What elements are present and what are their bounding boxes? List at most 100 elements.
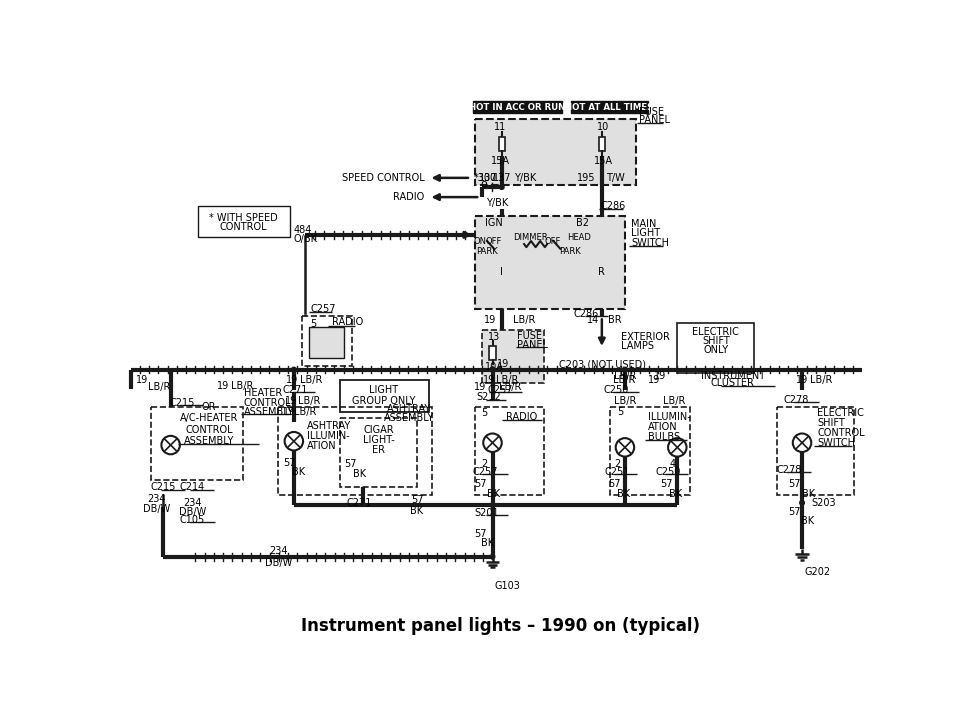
Bar: [150, 407, 243, 480]
Bar: [474, 120, 636, 185]
Text: BK: BK: [292, 467, 305, 477]
Text: C215: C215: [150, 482, 176, 492]
Text: 5: 5: [617, 407, 624, 417]
Text: 19: 19: [136, 375, 148, 384]
Text: GROUP ONLY: GROUP ONLY: [352, 396, 416, 406]
Text: 19: 19: [654, 370, 666, 381]
Text: INSTRUMENT: INSTRUMENT: [701, 370, 765, 381]
Text: 19: 19: [286, 375, 299, 384]
Bar: [610, 407, 690, 495]
Text: C215: C215: [170, 398, 195, 407]
Text: C257: C257: [310, 304, 337, 314]
Text: 57: 57: [608, 478, 621, 489]
Text: RADIO: RADIO: [506, 412, 537, 421]
Text: ASHTRAY: ASHTRAY: [387, 404, 431, 414]
Text: 19: 19: [648, 375, 661, 384]
Text: OFF: OFF: [485, 236, 502, 246]
Text: 57: 57: [344, 460, 356, 469]
Text: BK: BK: [353, 468, 366, 479]
Text: 57: 57: [789, 507, 800, 517]
Text: ASSEMBLY: ASSEMBLY: [244, 407, 294, 417]
Text: BK: BK: [617, 489, 630, 499]
Text: 5: 5: [310, 319, 316, 329]
Text: PANEL: PANEL: [517, 340, 549, 350]
Text: 57: 57: [283, 457, 296, 468]
Text: LB/R: LB/R: [614, 396, 636, 406]
Bar: [474, 216, 625, 309]
Text: PARK: PARK: [476, 247, 498, 256]
Circle shape: [292, 368, 296, 372]
Text: C250: C250: [655, 467, 680, 477]
Text: 10: 10: [597, 122, 609, 132]
Text: DB/W: DB/W: [179, 507, 206, 517]
Text: BR: BR: [608, 315, 622, 325]
Text: 19: 19: [484, 315, 497, 325]
Text: OFF: OFF: [545, 236, 561, 246]
Text: 5: 5: [482, 407, 488, 418]
Text: C250: C250: [603, 384, 629, 394]
Bar: [278, 407, 432, 495]
Text: OR: OR: [202, 402, 217, 412]
Text: 15A: 15A: [593, 156, 613, 166]
Text: I: I: [501, 267, 504, 277]
Text: CONTROL: CONTROL: [220, 222, 267, 232]
Text: SHIFT: SHIFT: [702, 336, 730, 346]
Text: C251: C251: [604, 467, 630, 477]
Text: 234: 234: [269, 547, 288, 556]
Circle shape: [490, 555, 495, 559]
Text: LB/R: LB/R: [614, 370, 636, 381]
Text: LB/R: LB/R: [299, 396, 321, 406]
Text: ASSEMBLY: ASSEMBLY: [385, 413, 434, 423]
Text: C278: C278: [784, 394, 809, 405]
Text: o: o: [480, 179, 487, 189]
Text: LB/R: LB/R: [810, 375, 833, 384]
Text: LAMPS: LAMPS: [621, 341, 654, 352]
Text: 19: 19: [285, 396, 297, 406]
Text: Y/BK: Y/BK: [514, 173, 536, 183]
Text: LB/R: LB/R: [512, 315, 535, 325]
Text: 57: 57: [411, 495, 424, 505]
Text: ASHTRAY: ASHTRAY: [306, 420, 351, 431]
Text: DB/W: DB/W: [143, 504, 171, 514]
Bar: [677, 323, 754, 373]
Text: A/C-HEATER: A/C-HEATER: [180, 413, 238, 423]
Text: LIGHT: LIGHT: [369, 386, 398, 395]
Text: BULBS: BULBS: [648, 431, 680, 442]
Text: 2: 2: [482, 460, 488, 469]
Text: C271: C271: [283, 384, 308, 394]
Bar: [302, 315, 351, 365]
Circle shape: [490, 368, 495, 372]
Text: ELECTRIC: ELECTRIC: [692, 327, 739, 337]
Circle shape: [490, 503, 495, 508]
Text: ON: ON: [473, 236, 487, 246]
Text: C278: C278: [776, 465, 801, 475]
Text: 19: 19: [474, 382, 486, 392]
Text: 57: 57: [474, 529, 486, 539]
Text: BK: BK: [411, 505, 424, 515]
Text: 195: 195: [577, 173, 595, 183]
Text: 137: 137: [478, 173, 497, 183]
Text: 57: 57: [789, 478, 800, 489]
Text: LB/R: LB/R: [300, 375, 322, 384]
Text: IGN: IGN: [485, 218, 503, 228]
Text: ILLUMIN-: ILLUMIN-: [306, 431, 349, 441]
Text: S212: S212: [476, 392, 501, 402]
Text: CONTROL: CONTROL: [244, 398, 292, 407]
Text: LB/R: LB/R: [496, 375, 518, 384]
Text: CONTROL: CONTROL: [185, 425, 233, 435]
Bar: [473, 101, 562, 113]
Text: C105: C105: [180, 515, 205, 525]
Text: 57: 57: [474, 479, 486, 489]
Text: ATION: ATION: [648, 421, 677, 431]
Bar: [197, 207, 290, 237]
Text: 234: 234: [183, 498, 201, 508]
Text: S203: S203: [811, 498, 835, 508]
Text: MAIN: MAIN: [631, 219, 657, 229]
Text: HOT IN ACC OR RUN: HOT IN ACC OR RUN: [469, 102, 565, 112]
Text: Y/BK: Y/BK: [486, 198, 508, 208]
Circle shape: [490, 368, 495, 372]
Text: FUSE: FUSE: [517, 331, 542, 341]
Text: BK: BK: [481, 538, 495, 548]
Text: SPEED CONTROL: SPEED CONTROL: [342, 173, 425, 183]
Text: ATION: ATION: [306, 441, 337, 451]
